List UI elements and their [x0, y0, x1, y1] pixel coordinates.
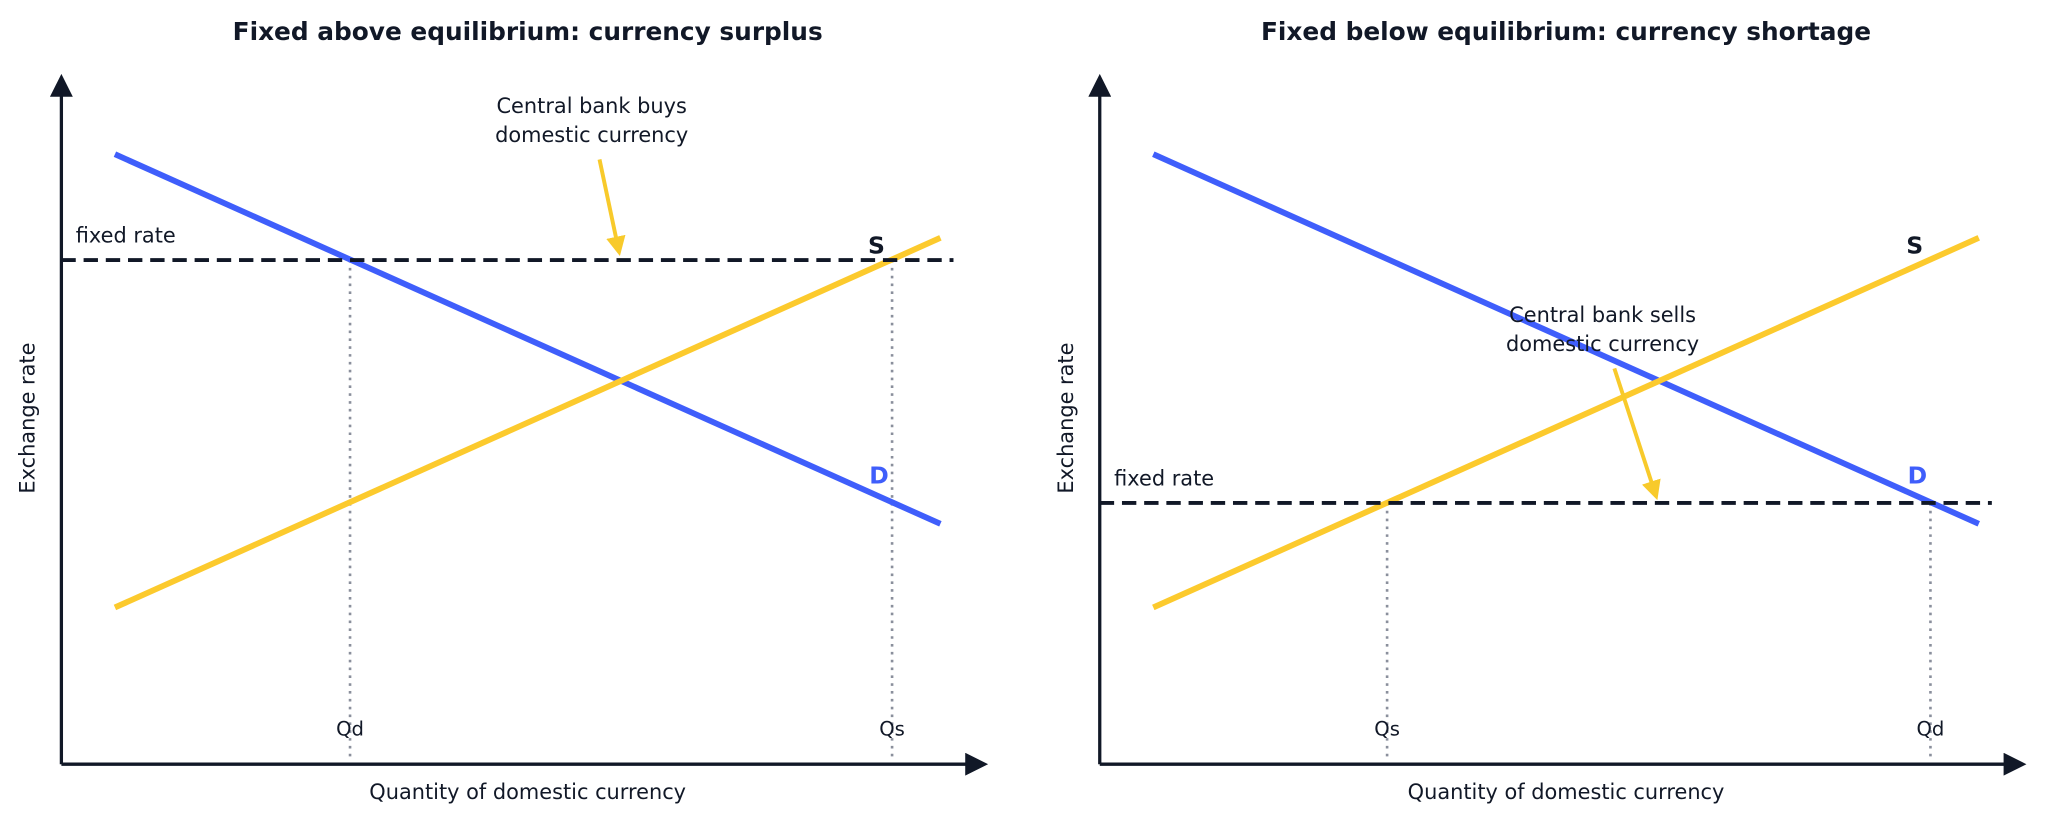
x-axis-label: Quantity of domestic currency — [1408, 780, 1725, 804]
panel: Fixed below equilibrium: currency shorta… — [1054, 17, 2027, 804]
demand-label: D — [1908, 461, 1928, 489]
panel: Fixed above equilibrium: currency surplu… — [16, 17, 989, 804]
annotation-arrow — [597, 159, 626, 257]
supply-label: S — [1906, 231, 1923, 259]
annotation-text: domestic currency — [1506, 332, 1699, 356]
panel-title: Fixed below equilibrium: currency shorta… — [1261, 17, 1871, 46]
quantity-label: Qd — [336, 718, 364, 741]
panel-title: Fixed above equilibrium: currency surplu… — [233, 17, 823, 46]
annotation-arrow — [1612, 367, 1661, 501]
fixed-rate-label: fixed rate — [76, 224, 176, 248]
quantity-label: Qd — [1917, 718, 1945, 741]
supply-label: S — [868, 231, 885, 259]
y-axis-label: Exchange rate — [16, 343, 40, 494]
annotation-text: Central bank sells — [1509, 303, 1696, 327]
y-axis-label: Exchange rate — [1054, 343, 1078, 494]
fixed-rate-label: fixed rate — [1114, 466, 1214, 490]
supply-curve — [113, 235, 942, 611]
demand-curve — [113, 151, 942, 527]
quantity-label: Qs — [879, 718, 905, 741]
quantity-label: Qs — [1374, 718, 1400, 741]
x-axis-label: Quantity of domestic currency — [369, 780, 686, 804]
annotation-text: domestic currency — [495, 123, 688, 147]
annotation-text: Central bank buys — [496, 94, 686, 118]
demand-curve — [1152, 151, 1980, 527]
demand-label: D — [869, 461, 889, 489]
supply-curve — [1152, 235, 1980, 611]
